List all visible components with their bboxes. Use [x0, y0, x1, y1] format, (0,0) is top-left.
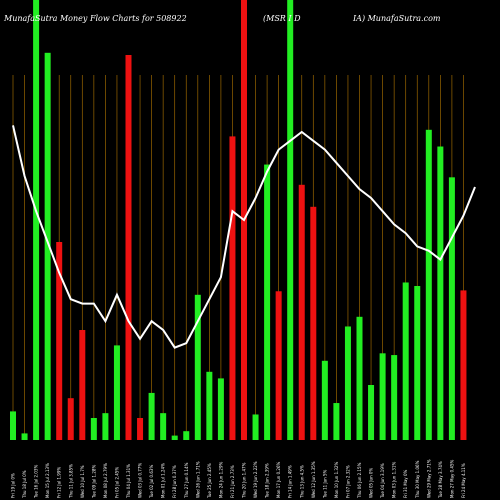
x-tick-label: Mon 24 Jun 1.29% — [218, 462, 223, 498]
x-tick-label: Thu 30 May 1.06% — [415, 460, 420, 499]
bar-green — [379, 353, 386, 440]
bar-green — [33, 0, 40, 440]
bar-green — [437, 146, 444, 440]
bar-green — [44, 52, 51, 441]
x-tick-label: Tue 18 Jun 2.39% — [265, 463, 270, 499]
bar-red — [67, 398, 74, 440]
x-tick-label: Tue 11 Jun 5% — [322, 469, 327, 499]
x-tick-label: Thu 18 Jul 0% — [22, 470, 27, 499]
x-tick-label: Thu 06 Jun 2.15% — [357, 462, 362, 499]
x-tick-label: Thu 04 Jul 1.31% — [126, 464, 131, 499]
bar-green — [148, 392, 155, 440]
x-tick-label: Thu 20 Jun 1.47% — [242, 462, 247, 499]
bar-red — [79, 330, 86, 440]
bar-green — [90, 418, 97, 440]
bar-red — [56, 242, 63, 440]
x-tick-label: Wed 12 Jun 1.35% — [311, 461, 316, 498]
bar-green — [287, 0, 294, 440]
bar-green — [194, 294, 201, 440]
x-tick-label: Mon 10 Jun 1.32% — [334, 462, 339, 498]
bar-green — [402, 282, 409, 440]
bars-group — [10, 0, 467, 441]
x-tick-label: Mon 17 Jun 0.26% — [276, 462, 281, 498]
x-tick-label: Wed 05 Jun 0% — [369, 468, 374, 498]
bar-green — [344, 326, 351, 440]
bar-red — [125, 55, 132, 440]
x-tick-label: Thu 27 Jun 0.14% — [184, 462, 189, 499]
bar-green — [264, 164, 271, 440]
bar-green — [356, 316, 363, 440]
bar-green — [183, 431, 190, 440]
x-tick-labels: Fri 19 Jul 0% Thu 18 Jul 0% Tue 16 Jul 2.0… — [11, 459, 466, 499]
x-tick-label: Mon 03 Jun 1.31% — [392, 462, 397, 498]
x-tick-label: Fri 19 Jul 0% — [11, 473, 16, 498]
x-tick-label: Tue 09 Jul 1.28% — [91, 465, 96, 499]
x-tick-label: Fri 05 Jul 2.45% — [114, 467, 119, 498]
x-tick-label: Fri 07 Jun 2.32% — [345, 465, 350, 498]
x-tick-label: Wed 26 Jun 1.71% — [195, 461, 200, 498]
bar-green — [217, 378, 224, 440]
chart-title-left: MunafaSutra Money Flow Charts for 508922 — [3, 14, 187, 23]
bar-red — [229, 136, 236, 440]
x-tick-label: Wed 10 Jul 1.7% — [80, 465, 85, 498]
x-tick-label: Fri 14 Jun 1.49% — [288, 465, 293, 498]
x-tick-label: Tue 02 Jul 0.63% — [149, 465, 154, 499]
x-tick-label: Fri 12 Jul 1.99% — [57, 467, 62, 498]
flow-line-group — [12, 125, 476, 349]
chart-title-right: IA) MunafaSutra.com — [352, 14, 441, 23]
x-tick-label: Fri 28 Jun 0.37% — [172, 465, 177, 498]
flow-line — [12, 125, 476, 349]
bar-green — [160, 413, 167, 440]
x-tick-label: Mon 15 Jul 2.13% — [45, 463, 50, 498]
bar-red — [275, 291, 282, 440]
x-tick-label: Fri 31 May 0% — [403, 470, 408, 498]
x-tick-label: Fri 24 May 4.11% — [461, 463, 466, 498]
bar-red — [137, 418, 144, 440]
chart-title-mid: (MSR I D — [263, 14, 301, 23]
bar-green — [321, 360, 328, 440]
bar-green — [333, 403, 340, 440]
x-tick-label: Tue 28 May 3.74% — [438, 461, 443, 499]
bar-red — [310, 206, 317, 440]
x-tick-label: Tue 25 Jun 2.45% — [207, 463, 212, 499]
bar-green — [171, 435, 178, 440]
bar-green — [448, 177, 455, 440]
bar-green — [391, 355, 398, 440]
x-tick-label: Thu 13 Jun 4.5% — [299, 465, 304, 499]
bar-green — [206, 371, 213, 440]
x-tick-label: Wed 03 Jul 0.77% — [138, 463, 143, 498]
bar-red — [298, 184, 305, 440]
x-tick-label: Thu 11 Jul 3.85% — [68, 464, 73, 499]
x-tick-label: Mon 08 Jul 2.79% — [103, 463, 108, 498]
bar-green — [425, 129, 432, 441]
bar-green — [368, 385, 375, 440]
x-tick-label: Tue 04 Jun 3.19% — [380, 463, 385, 499]
x-tick-label: Mon 01 Jul 1.24% — [161, 463, 166, 498]
x-tick-label: Wed 29 May 2.71% — [426, 459, 431, 498]
bar-green — [10, 411, 16, 440]
bar-green — [113, 345, 120, 440]
x-tick-label: Fri 21 Jun 2.73% — [230, 465, 235, 498]
bar-green — [102, 413, 109, 440]
x-tick-label: Wed 19 Jun 2.22% — [253, 461, 258, 498]
bar-green — [414, 286, 421, 440]
x-tick-label: Mon 27 May 0.45% — [449, 459, 454, 498]
x-tick-label: Tue 16 Jul 2.03% — [34, 465, 39, 499]
bar-green — [252, 414, 259, 440]
bar-green — [21, 433, 28, 440]
bar-red — [460, 290, 467, 440]
